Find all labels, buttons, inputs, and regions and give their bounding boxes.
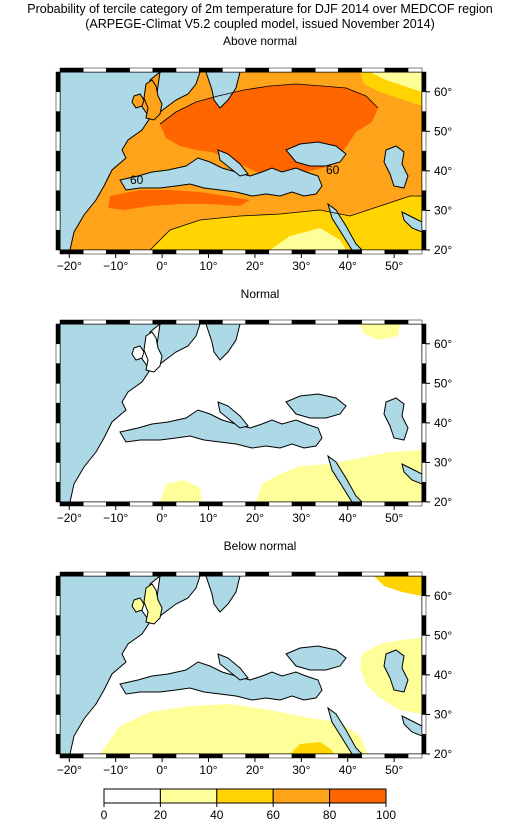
lon-tick-label: −20° <box>57 511 82 525</box>
lat-tick-label: 20° <box>434 243 452 257</box>
lat-tick-label: 40° <box>434 416 452 430</box>
lat-tick-label: 40° <box>434 668 452 682</box>
lon-tick-label: 40° <box>339 763 357 777</box>
lat-tick-label: 40° <box>434 164 452 178</box>
lat-tick-label: 50° <box>434 376 452 390</box>
lat-tick-label: 60° <box>434 337 452 351</box>
colorbar-tick-label: 100 <box>376 808 396 822</box>
lon-tick-label: −20° <box>57 259 82 273</box>
lon-tick-label: 0° <box>156 763 168 777</box>
lat-tick-label: 50° <box>434 628 452 642</box>
contour-label: 60 <box>326 163 340 177</box>
lon-tick-label: 40° <box>339 511 357 525</box>
lat-tick-label: 20° <box>434 495 452 509</box>
contour-label: 60 <box>130 173 144 187</box>
lon-tick-label: 50° <box>385 259 403 273</box>
lat-tick-label: 30° <box>434 203 452 217</box>
lat-tick-label: 60° <box>434 589 452 603</box>
panel-title-normal: Normal <box>240 287 280 301</box>
lon-tick-label: 30° <box>292 259 310 273</box>
colorbar-tick-label: 0 <box>101 808 108 822</box>
lat-tick-label: 60° <box>434 85 452 99</box>
colorbar-tick-label: 40 <box>210 808 224 822</box>
lon-tick-label: 0° <box>156 511 168 525</box>
lon-tick-label: 10° <box>199 259 217 273</box>
colorbar-segment <box>159 788 218 804</box>
colorbar-tick-label: 80 <box>323 808 337 822</box>
map-frames <box>55 67 427 759</box>
lon-tick-label: −20° <box>57 763 82 777</box>
map-title: Probability of tercile category of 2m te… <box>27 2 493 16</box>
lon-tick-label: −10° <box>103 259 128 273</box>
lon-tick-label: 50° <box>385 511 403 525</box>
lon-tick-label: 40° <box>339 259 357 273</box>
panel-title-below-normal: Below normal <box>223 539 297 553</box>
lon-tick-label: −10° <box>103 511 128 525</box>
lon-tick-label: 10° <box>199 763 217 777</box>
lat-tick-label: 20° <box>434 747 452 761</box>
lon-tick-label: 20° <box>246 259 264 273</box>
colorbar-segment <box>272 788 331 804</box>
lon-tick-label: 50° <box>385 763 403 777</box>
map-panel-below-normal <box>59 575 423 755</box>
lat-tick-label: 50° <box>434 124 452 138</box>
lon-tick-label: 10° <box>199 511 217 525</box>
lat-tick-label: 30° <box>434 455 452 469</box>
colorbar-segment <box>103 788 161 804</box>
lon-tick-label: 30° <box>292 511 310 525</box>
lat-tick-label: 30° <box>434 707 452 721</box>
lon-tick-label: 0° <box>156 259 168 273</box>
lon-tick-label: 30° <box>292 763 310 777</box>
panel-title-above-normal: Above normal <box>222 34 298 48</box>
colorbar: 0 20 40 60 80 100 <box>101 788 396 822</box>
map-panel-normal <box>59 323 423 503</box>
map-subtitle: (ARPEGE-Climat V5.2 coupled model, issue… <box>85 17 435 31</box>
colorbar-tick-label: 60 <box>267 808 281 822</box>
colorbar-tick-label: 20 <box>154 808 168 822</box>
map-panel-above-normal: 60 60 <box>59 71 423 251</box>
colorbar-segment <box>216 788 274 804</box>
lon-tick-label: −10° <box>103 763 128 777</box>
lon-tick-label: 20° <box>246 511 264 525</box>
lon-tick-label: 20° <box>246 763 264 777</box>
colorbar-segment <box>329 788 387 804</box>
axis-tick-labels: −20° −10° 0° 10° 20° 30° 40° 50° 60° 50° 40° 30° 20°… <box>57 85 453 777</box>
